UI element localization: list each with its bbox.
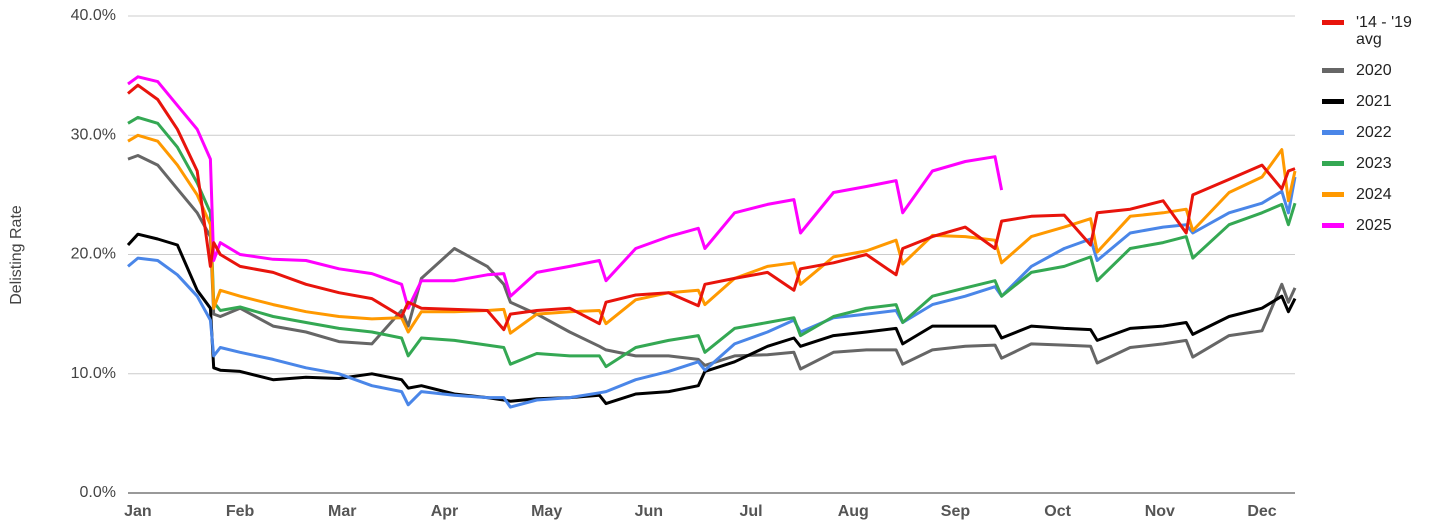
- y-tick-label: 20.0%: [71, 246, 116, 263]
- legend-label: 2022: [1356, 124, 1392, 141]
- x-tick-label: Oct: [1044, 503, 1071, 520]
- legend-item: 2024: [1322, 186, 1432, 203]
- x-tick-label: Apr: [431, 503, 459, 520]
- x-tick-label: Dec: [1247, 503, 1276, 520]
- y-tick-label: 10.0%: [71, 365, 116, 382]
- legend-swatch: [1322, 130, 1344, 135]
- legend-item: '14 - '19 avg: [1322, 14, 1432, 48]
- series-line: [127, 75, 1004, 310]
- x-tick-label: Jun: [635, 503, 663, 520]
- legend-swatch: [1322, 223, 1344, 228]
- x-tick-label: Jan: [124, 503, 152, 520]
- legend-label: 2025: [1356, 217, 1392, 234]
- legend: '14 - '19 avg 2020 2021 2022 2023 2024 2025: [1322, 14, 1432, 248]
- x-tick-label: May: [531, 503, 562, 520]
- legend-item: 2023: [1322, 155, 1432, 172]
- legend-label: 2024: [1356, 186, 1392, 203]
- y-tick-label: 30.0%: [71, 126, 116, 143]
- x-tick-label: Nov: [1145, 503, 1175, 520]
- legend-swatch: [1322, 99, 1344, 104]
- legend-item: 2022: [1322, 124, 1432, 141]
- legend-item: 2021: [1322, 93, 1432, 110]
- series-line: [127, 154, 1297, 371]
- x-tick-label: Jul: [739, 503, 762, 520]
- x-tick-label: Mar: [328, 503, 356, 520]
- series-line: [127, 176, 1297, 409]
- legend-label: 2021: [1356, 93, 1392, 110]
- legend-swatch: [1322, 161, 1344, 166]
- y-tick-label: 0.0%: [80, 484, 116, 501]
- legend-label: 2023: [1356, 155, 1392, 172]
- legend-item: 2025: [1322, 217, 1432, 234]
- legend-swatch: [1322, 68, 1344, 73]
- legend-item: 2020: [1322, 62, 1432, 79]
- series-line: [127, 133, 1297, 335]
- legend-swatch: [1322, 20, 1344, 25]
- series-line: [127, 83, 1296, 332]
- x-tick-label: Feb: [226, 503, 255, 520]
- y-tick-label: 40.0%: [71, 7, 116, 24]
- series-line: [127, 115, 1297, 369]
- chart: Delisting Rate 0.0% 10.0% 20.0% 30.0% 40.0% J…: [8, 7, 1297, 520]
- legend-label: '14 - '19 avg: [1356, 14, 1412, 48]
- legend-swatch: [1322, 192, 1344, 197]
- x-tick-label: Aug: [838, 503, 869, 520]
- y-axis-title: Delisting Rate: [8, 205, 25, 305]
- x-tick-label: Sep: [941, 503, 971, 520]
- series-line: [126, 232, 1297, 406]
- legend-label: 2020: [1356, 62, 1392, 79]
